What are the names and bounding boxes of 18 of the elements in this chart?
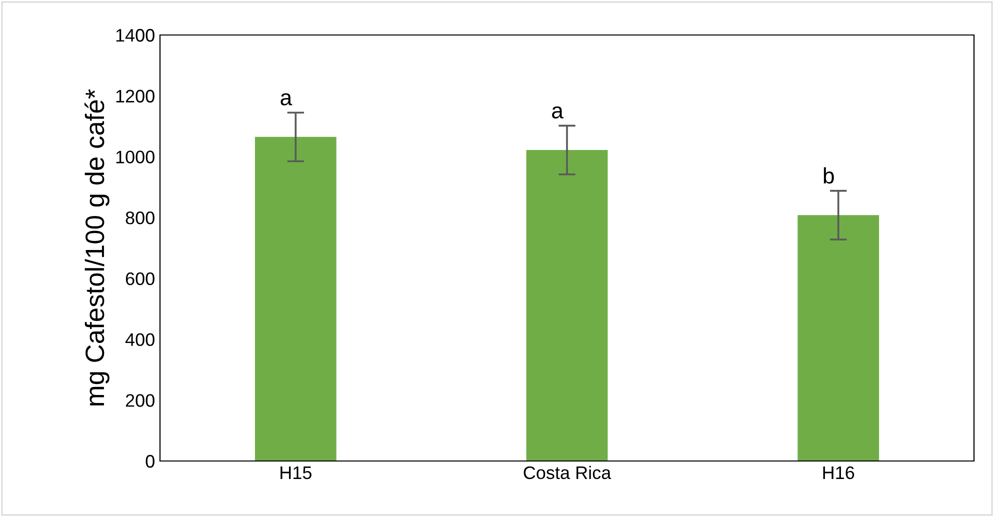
- bar: [798, 215, 880, 461]
- x-tick-label: Costa Rica: [524, 466, 612, 480]
- y-tick-label: 400: [125, 333, 154, 346]
- y-tick-label: 200: [126, 394, 154, 407]
- bar: [526, 150, 608, 461]
- y-tick-label: 1400: [116, 28, 154, 42]
- y-tick-label: 600: [126, 272, 154, 286]
- x-tick-label: H15: [280, 466, 312, 480]
- y-tick-label: 1200: [116, 90, 154, 103]
- annotation: a: [280, 93, 292, 106]
- x-tick-label: H16: [823, 466, 854, 480]
- annotation: a: [552, 106, 564, 119]
- y-tick-label: 1000: [116, 150, 154, 164]
- y-tick-label: 800: [126, 212, 154, 224]
- annotation: b: [824, 167, 834, 184]
- y-tick-label: 0: [146, 454, 154, 468]
- y-axis-title: mg Cafestol/100 g de café*: [84, 89, 110, 406]
- bar: [254, 136, 336, 461]
